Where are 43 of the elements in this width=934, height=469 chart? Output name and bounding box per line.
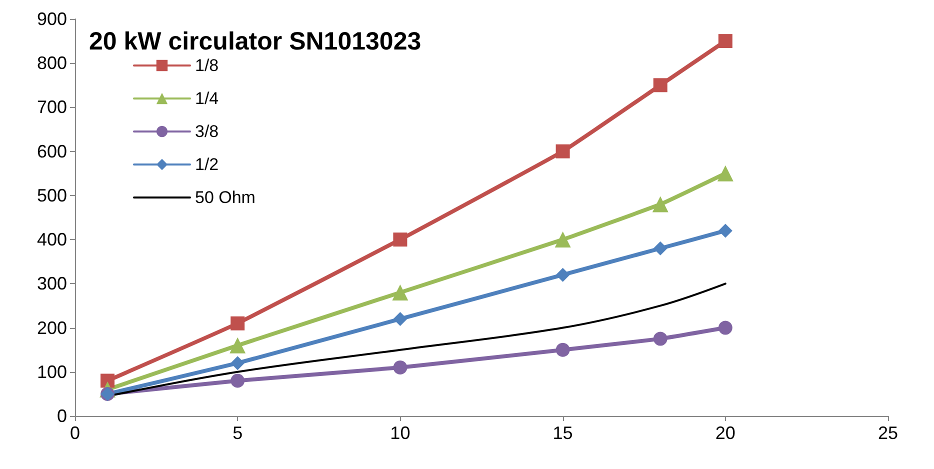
- point: [718, 34, 732, 48]
- y-tick-label: 600: [36, 141, 67, 162]
- point: [556, 144, 570, 158]
- point: [556, 268, 570, 282]
- y-tick-label: 200: [36, 318, 67, 338]
- point: [393, 360, 408, 374]
- point: [652, 196, 668, 212]
- x-tick-label: 15: [552, 423, 573, 443]
- point: [554, 232, 571, 248]
- y-tick-label: 100: [36, 362, 67, 382]
- x-tick-label: 10: [390, 423, 410, 443]
- y-tick-label: 0: [56, 406, 67, 426]
- y-tick-label: 500: [36, 185, 67, 206]
- legend-label: 1/8: [195, 56, 219, 75]
- point: [100, 374, 115, 388]
- point: [230, 316, 245, 330]
- y-tick-label: 900: [36, 9, 67, 29]
- point: [718, 320, 732, 335]
- y-tick-label: 400: [36, 230, 67, 250]
- point: [230, 356, 245, 370]
- x-tick-label: 5: [232, 423, 243, 443]
- point: [653, 78, 668, 92]
- point: [392, 284, 408, 300]
- point: [717, 165, 734, 182]
- x-tick-label: 25: [878, 423, 898, 443]
- legend-label: 3/8: [195, 122, 219, 141]
- point: [653, 241, 668, 256]
- legend-label: 1/2: [195, 155, 219, 174]
- point: [230, 337, 246, 354]
- x-tick-label: 20: [715, 423, 736, 443]
- point: [393, 232, 408, 247]
- point: [556, 342, 570, 357]
- point: [653, 332, 668, 346]
- y-tick-label: 700: [36, 97, 67, 118]
- point: [230, 374, 245, 388]
- x-tick-label: 0: [70, 423, 80, 443]
- y-tick-label: 800: [36, 53, 67, 74]
- chart-title: 20 kW circulator SN1013023: [89, 28, 422, 56]
- y-tick-label: 300: [36, 274, 67, 294]
- point: [393, 312, 408, 326]
- legend-label: 1/4: [195, 89, 219, 108]
- legend-label: 50 Ohm: [195, 188, 256, 207]
- point: [718, 224, 732, 238]
